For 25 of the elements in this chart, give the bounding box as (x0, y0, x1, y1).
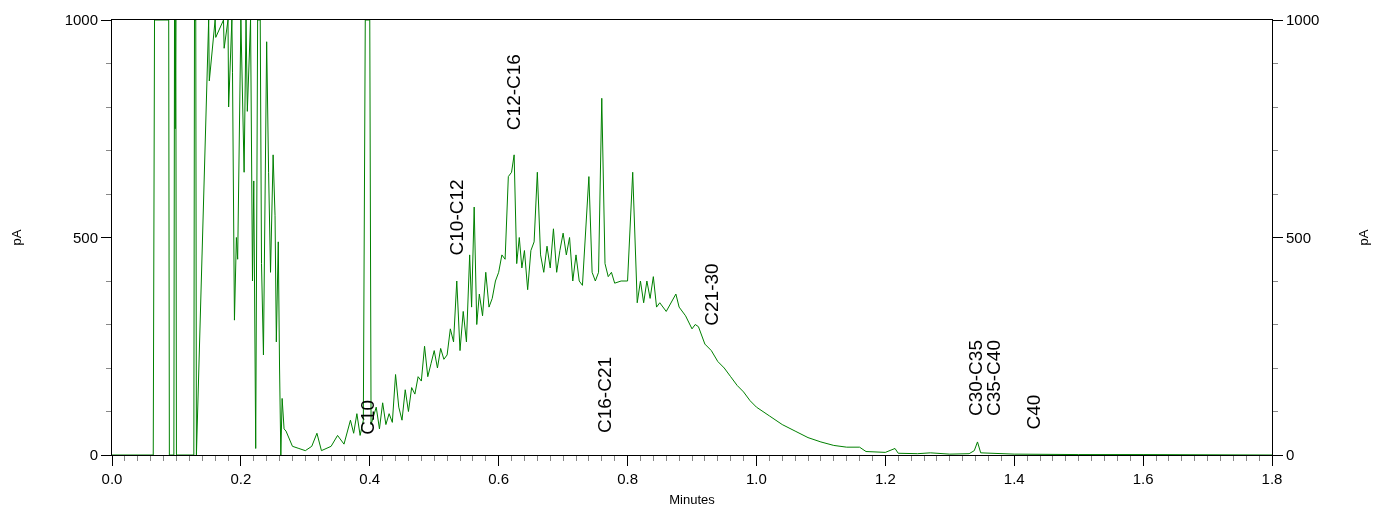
y2-tick-label: 0 (1286, 446, 1295, 464)
x-tick-label: 0.0 (101, 470, 123, 487)
annotation: C40 (1022, 394, 1044, 430)
x-tick-label: 1.0 (746, 470, 767, 487)
annotation: C10-C12 (445, 179, 467, 256)
y-tick-label: 500 (72, 228, 98, 246)
x-tick-label: 1.2 (874, 470, 896, 487)
x-tick-label: 0.6 (488, 470, 510, 487)
x-tick-label: 0.2 (230, 470, 252, 487)
x-tick-label: 0.4 (359, 470, 381, 487)
y2-tick-label: 1000 (1286, 11, 1320, 29)
y2-axis-title: pA (1355, 229, 1371, 246)
y-tick-label: 1000 (64, 11, 98, 29)
y-tick-label: 0 (89, 446, 98, 464)
y2-tick-label: 500 (1286, 228, 1312, 246)
x-axis-title: Minutes (669, 491, 716, 507)
x-tick-label: 1.4 (1003, 470, 1025, 487)
annotation: C21-30 (700, 263, 722, 326)
y-axis-title: pA (8, 229, 24, 246)
x-tick-label: 0.8 (617, 470, 638, 487)
x-tick-label: 1.8 (1261, 470, 1283, 487)
x-tick-label: 1.6 (1132, 470, 1154, 487)
annotation: C12-C16 (502, 54, 524, 131)
annotation: C16-C21 (594, 356, 616, 433)
annotation: C10 (356, 400, 378, 435)
